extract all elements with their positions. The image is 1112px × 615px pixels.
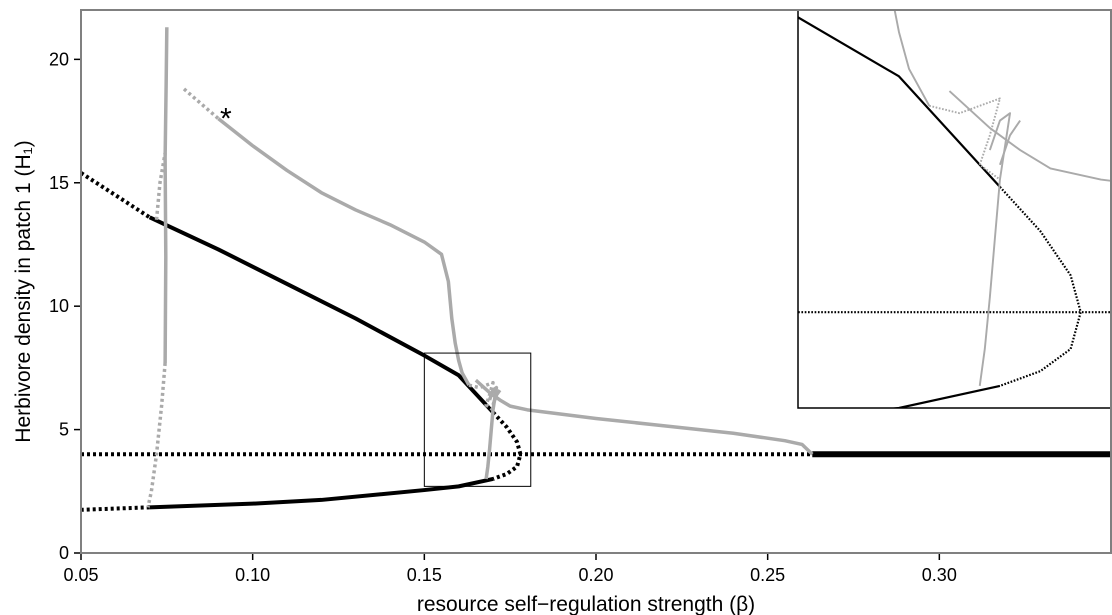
- x-tick-label: 0.20: [578, 565, 613, 585]
- zoom-source-box: [423, 352, 532, 487]
- inset-series-1: [798, 16, 1001, 188]
- y-axis-title: Herbivore density in patch 1 (H₁): [12, 140, 35, 442]
- main-series-13: [474, 378, 814, 456]
- main-series-11: [217, 117, 471, 387]
- x-tick-label: 0.25: [750, 565, 785, 585]
- inset-series-layer: [36, 0, 1111, 408]
- zoom-inset: [36, 0, 1112, 409]
- inset-series-2: [999, 186, 1082, 387]
- main-series-15: [484, 385, 499, 480]
- main-series-0: [81, 171, 151, 220]
- main-series-12: [468, 380, 495, 412]
- main-series-7: [163, 27, 169, 363]
- inset-series-7: [36, 0, 41, 39]
- inset-series-12: [929, 97, 1001, 181]
- y-tick-label: 10: [49, 296, 69, 316]
- main-series-9: [154, 152, 167, 220]
- asterisk-annotation: *: [220, 102, 232, 135]
- chart-series-layer: [81, 27, 1111, 512]
- inset-background: [798, 10, 1111, 408]
- inset-series-11: [893, 10, 931, 107]
- main-series-8: [146, 362, 167, 508]
- x-tick-label: 0.15: [407, 565, 442, 585]
- plot-frame: [80, 9, 1112, 554]
- main-series-10: [182, 87, 220, 120]
- main-series-3: [149, 476, 494, 510]
- axis-ticks: 0.05 0.10 0.15 0.20 0.25 0.30 0 5 10 15 20: [49, 49, 957, 585]
- y-tick-label: 5: [59, 420, 69, 440]
- y-tick-label: 15: [49, 173, 69, 193]
- main-series-2: [491, 410, 523, 481]
- inset-series-13: [948, 90, 1111, 182]
- main-series-1: [148, 215, 495, 414]
- main-series-4: [81, 505, 150, 512]
- inset-series-3: [888, 384, 1001, 408]
- y-tick-label: 20: [49, 49, 69, 69]
- x-axis-title: resource self−regulation strength (β): [417, 593, 755, 615]
- x-tick-label: 0.10: [235, 565, 270, 585]
- x-tick-label: 0.30: [922, 565, 957, 585]
- y-tick-label: 0: [59, 543, 69, 563]
- x-tick-label: 0.05: [63, 565, 98, 585]
- inset-series-15: [978, 112, 1011, 387]
